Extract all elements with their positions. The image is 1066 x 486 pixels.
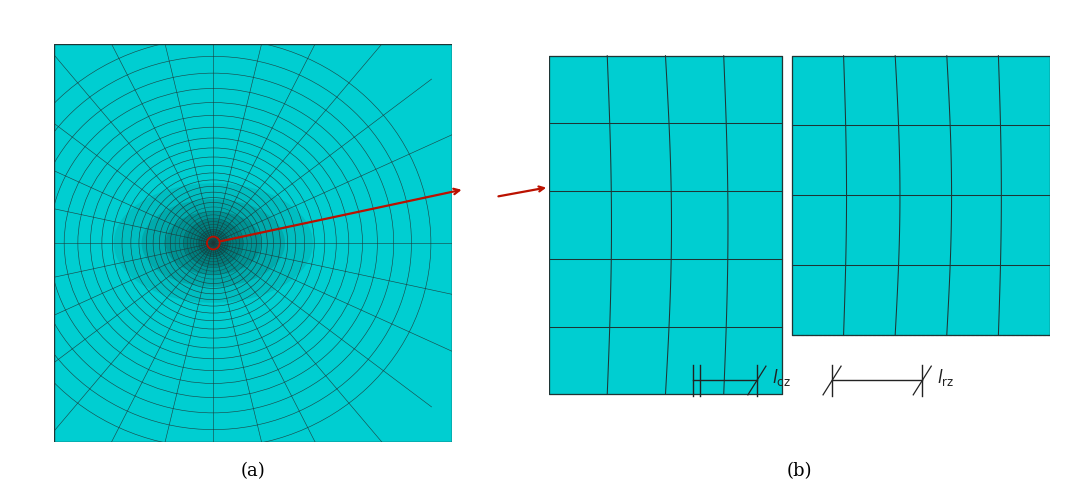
Ellipse shape xyxy=(114,183,313,303)
Bar xyxy=(792,56,1050,335)
Ellipse shape xyxy=(183,219,243,267)
Bar xyxy=(549,56,782,395)
Text: (a): (a) xyxy=(241,462,265,480)
Bar xyxy=(549,56,782,395)
Ellipse shape xyxy=(165,211,261,275)
Bar xyxy=(792,56,1050,335)
Text: $l_{\rm cz}$: $l_{\rm cz}$ xyxy=(772,367,791,388)
Text: $l_{\rm rz}$: $l_{\rm rz}$ xyxy=(937,367,954,388)
Ellipse shape xyxy=(142,199,285,287)
Ellipse shape xyxy=(197,229,229,257)
Text: (b): (b) xyxy=(787,462,812,480)
